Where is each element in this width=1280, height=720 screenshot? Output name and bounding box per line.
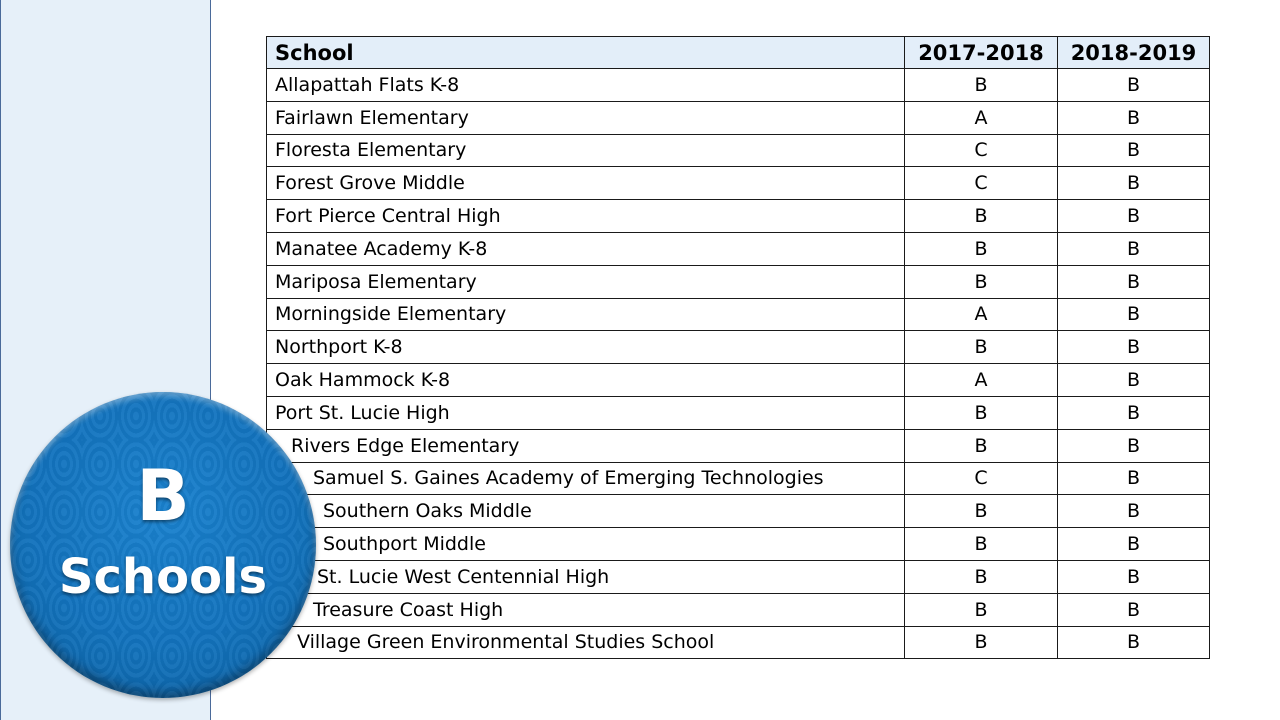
grade-2017-2018: A	[904, 100, 1058, 135]
school-grades-table: School 2017-2018 2018-2019 Allapattah Fl…	[266, 36, 1210, 660]
grade-2018-2019: B	[1057, 461, 1210, 496]
grade-2018-2019: B	[1057, 68, 1210, 102]
table-row: Southern Oaks Middle B B	[266, 494, 1210, 529]
table-row: St. Lucie West Centennial High B B	[266, 559, 1210, 594]
grade-2018-2019: B	[1057, 330, 1210, 365]
school-name: Fort Pierce Central High	[266, 199, 905, 233]
grade-2017-2018: C	[904, 461, 1058, 496]
grade-2018-2019: B	[1057, 592, 1210, 627]
table-row: Fairlawn Elementary A B	[266, 100, 1210, 135]
grade-2017-2018: B	[904, 494, 1058, 529]
table-row: Allapattah Flats K-8 B B	[266, 68, 1210, 102]
grade-2017-2018: B	[904, 559, 1058, 594]
table-row: Floresta Elementary C B	[266, 133, 1210, 168]
grade-2018-2019: B	[1057, 559, 1210, 594]
header-school: School	[266, 36, 905, 69]
school-name: Rivers Edge Elementary	[266, 428, 905, 463]
grade-2018-2019: B	[1057, 231, 1210, 266]
grade-2018-2019: B	[1057, 166, 1210, 201]
school-name: St. Lucie West Centennial High	[266, 559, 905, 594]
grade-2018-2019: B	[1057, 395, 1210, 430]
grade-2017-2018: C	[904, 133, 1058, 168]
grade-2018-2019: B	[1057, 625, 1210, 660]
grade-2018-2019: B	[1057, 297, 1210, 332]
grade-2017-2018: B	[904, 592, 1058, 627]
grade-2017-2018: B	[904, 625, 1058, 660]
school-name: Treasure Coast High	[266, 592, 905, 627]
grade-2018-2019: B	[1057, 527, 1210, 561]
school-name: Mariposa Elementary	[266, 264, 905, 299]
grade-2017-2018: B	[904, 199, 1058, 233]
table-row: Southport Middle B B	[266, 527, 1210, 561]
grade-2017-2018: C	[904, 166, 1058, 201]
school-name: Manatee Academy K-8	[266, 231, 905, 266]
table-row: Village Green Environmental Studies Scho…	[266, 625, 1210, 660]
table-row: Mariposa Elementary B B	[266, 264, 1210, 299]
grade-2018-2019: B	[1057, 133, 1210, 168]
grade-2017-2018: B	[904, 264, 1058, 299]
table-row: Port St. Lucie High B B	[266, 395, 1210, 430]
school-name: Village Green Environmental Studies Scho…	[266, 625, 905, 660]
grade-2017-2018: A	[904, 363, 1058, 397]
table-row: Oak Hammock K-8 A B	[266, 363, 1210, 397]
table-row: Forest Grove Middle C B	[266, 166, 1210, 201]
grade-2017-2018: B	[904, 68, 1058, 102]
b-schools-badge: B Schools	[10, 392, 316, 698]
school-name: Oak Hammock K-8	[266, 363, 905, 397]
school-name: Southern Oaks Middle	[266, 494, 905, 529]
table-row: Manatee Academy K-8 B B	[266, 231, 1210, 266]
table-row: Fort Pierce Central High B B	[266, 199, 1210, 233]
grade-2018-2019: B	[1057, 428, 1210, 463]
grade-2017-2018: A	[904, 297, 1058, 332]
grade-2017-2018: B	[904, 527, 1058, 561]
badge-grade-letter: B	[136, 455, 190, 537]
school-name: Allapattah Flats K-8	[266, 68, 905, 102]
school-name: Samuel S. Gaines Academy of Emerging Tec…	[266, 461, 905, 496]
grade-2017-2018: B	[904, 395, 1058, 430]
table-row: Treasure Coast High B B	[266, 592, 1210, 627]
grade-2017-2018: B	[904, 330, 1058, 365]
grade-2018-2019: B	[1057, 264, 1210, 299]
grade-2017-2018: B	[904, 428, 1058, 463]
grade-2018-2019: B	[1057, 199, 1210, 233]
grade-2017-2018: B	[904, 231, 1058, 266]
school-name: Northport K-8	[266, 330, 905, 365]
school-name: Forest Grove Middle	[266, 166, 905, 201]
table-row: Morningside Elementary A B	[266, 297, 1210, 332]
grade-2018-2019: B	[1057, 363, 1210, 397]
grade-2018-2019: B	[1057, 100, 1210, 135]
table-row: Samuel S. Gaines Academy of Emerging Tec…	[266, 461, 1210, 496]
badge-label: Schools	[58, 549, 268, 605]
table-row: Northport K-8 B B	[266, 330, 1210, 365]
header-2018-2019: 2018-2019	[1057, 36, 1210, 69]
school-name: Port St. Lucie High	[266, 395, 905, 430]
school-name: Southport Middle	[266, 527, 905, 561]
grade-2018-2019: B	[1057, 494, 1210, 529]
table-row: Rivers Edge Elementary B B	[266, 428, 1210, 463]
school-name: Morningside Elementary	[266, 297, 905, 332]
header-2017-2018: 2017-2018	[904, 36, 1058, 69]
table-header-row: School 2017-2018 2018-2019	[266, 36, 1210, 69]
school-name: Fairlawn Elementary	[266, 100, 905, 135]
school-name: Floresta Elementary	[266, 133, 905, 168]
